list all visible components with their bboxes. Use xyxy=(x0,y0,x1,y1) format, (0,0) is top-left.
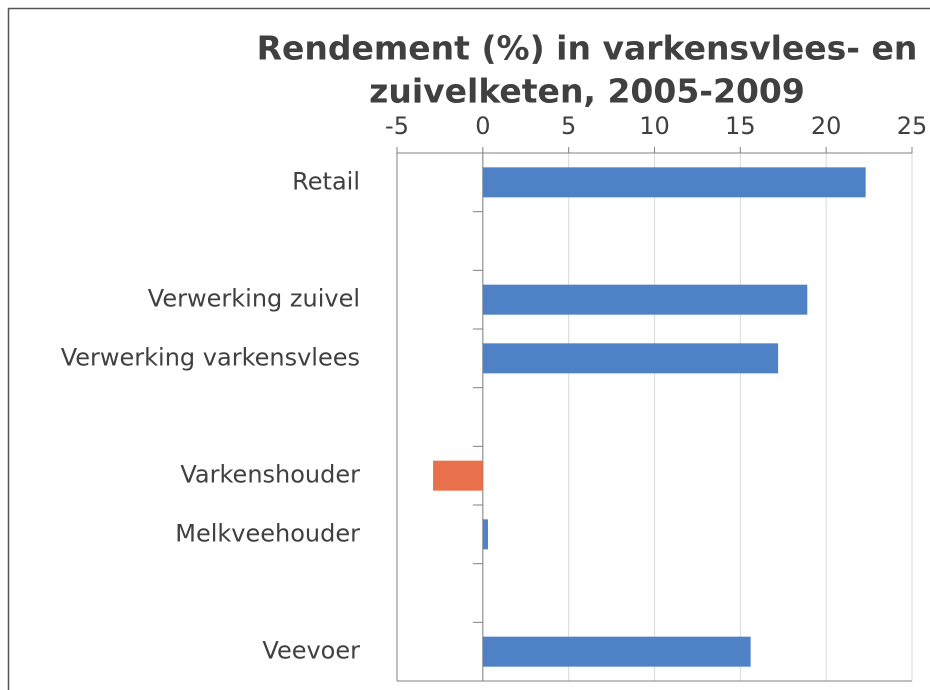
x-tick-label: 20 xyxy=(811,112,842,140)
y-tick-label: Verwerking zuivel xyxy=(148,285,360,313)
y-tick-label: Retail xyxy=(292,167,360,195)
x-tick-label: 15 xyxy=(725,112,756,140)
y-tick-label: Melkveehouder xyxy=(175,519,360,547)
bar xyxy=(482,636,751,667)
bar xyxy=(482,343,779,374)
chart-title: zuivelketen, 2005-2009 xyxy=(369,72,805,111)
y-tick-label: Veevoer xyxy=(262,637,360,665)
bar xyxy=(482,519,488,550)
x-tick-label: 5 xyxy=(561,112,576,140)
bar xyxy=(433,460,483,491)
y-tick-label: Varkenshouder xyxy=(180,461,360,489)
bar xyxy=(482,167,866,198)
x-tick-label: 25 xyxy=(897,112,928,140)
x-tick-label: 10 xyxy=(639,112,670,140)
chart-title: Rendement (%) in varkensvlees- en xyxy=(257,29,918,68)
x-tick-label: -5 xyxy=(385,112,409,140)
y-tick-label: Verwerking varkensvlees xyxy=(61,343,360,371)
bar xyxy=(482,284,808,315)
x-tick-label: 0 xyxy=(475,112,490,140)
frame xyxy=(7,7,930,690)
